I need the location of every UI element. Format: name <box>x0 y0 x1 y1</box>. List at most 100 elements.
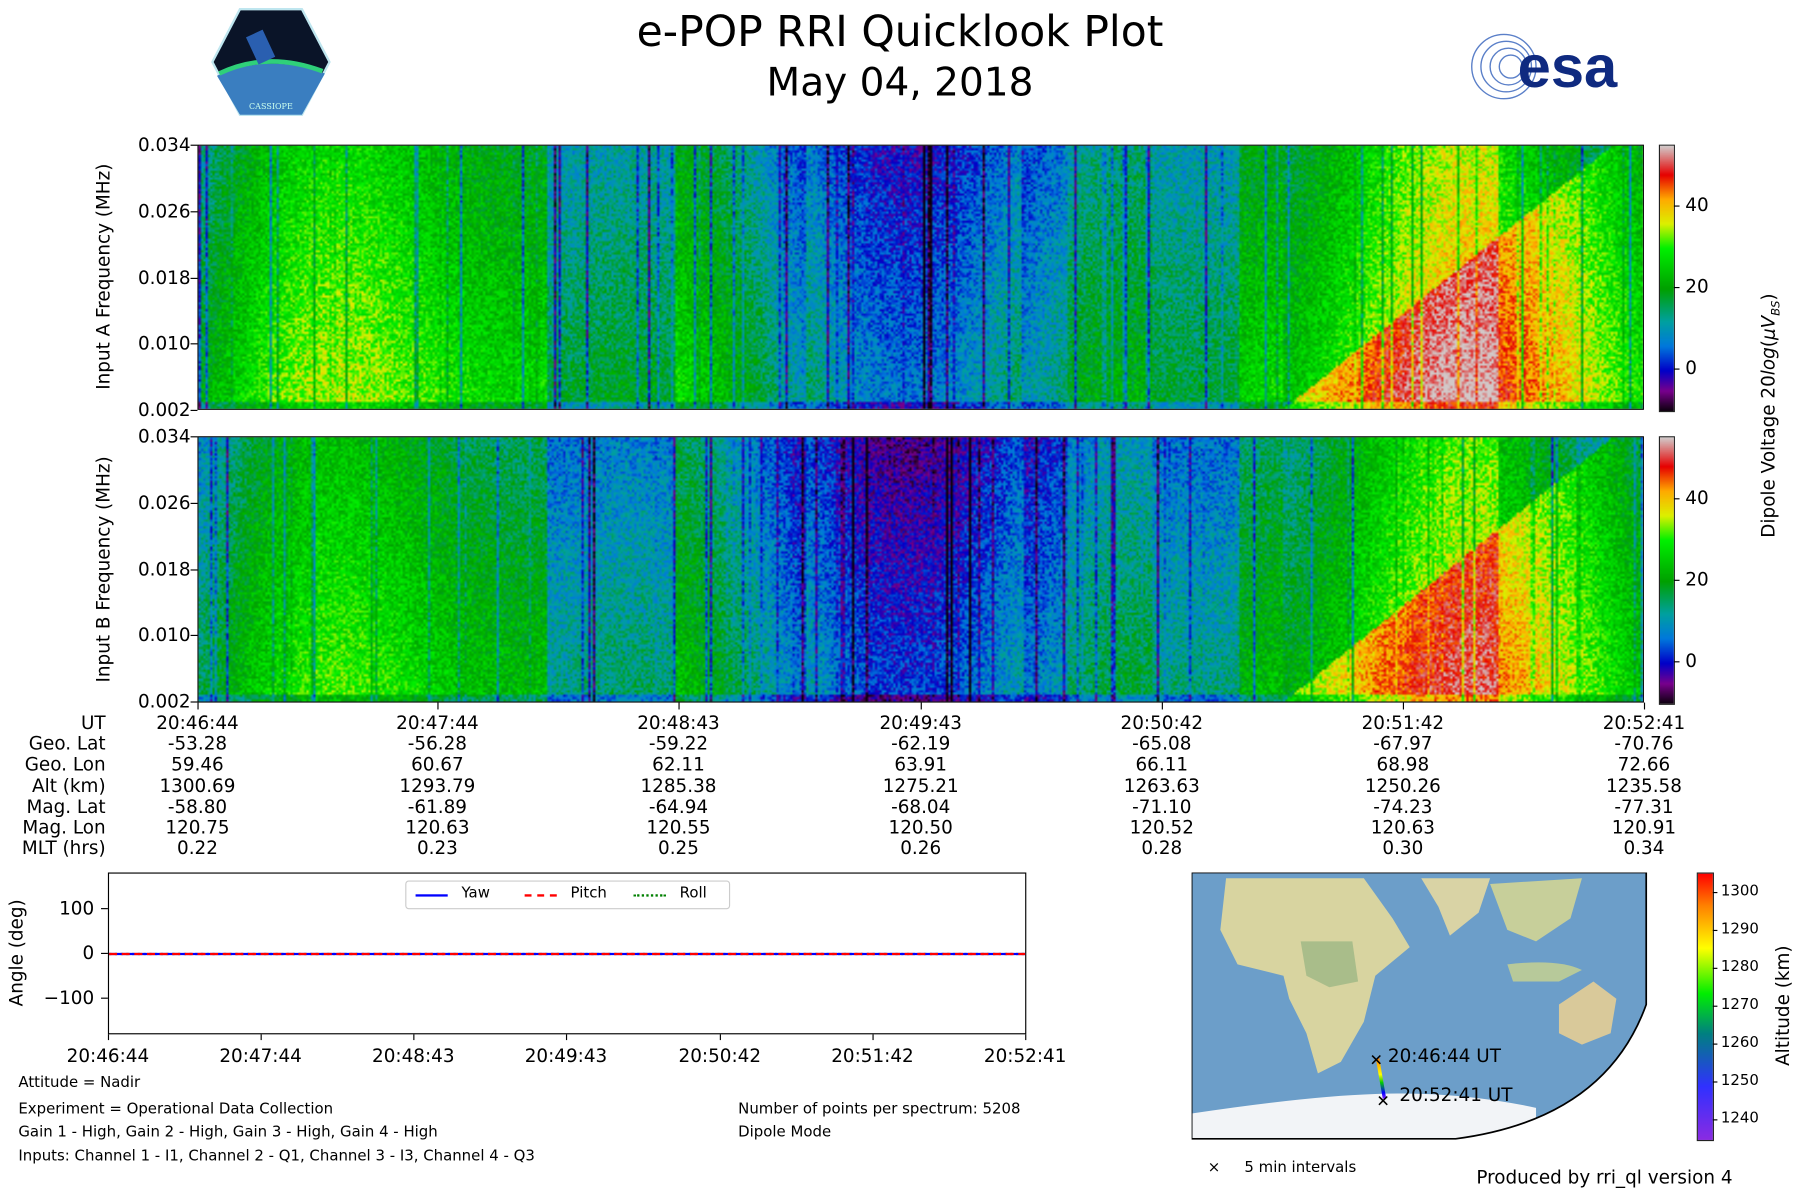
ephemeris-value: -56.28 <box>407 732 467 755</box>
ephemeris-value: 1275.21 <box>882 774 959 797</box>
attitude-xtick-label: 20:52:41 <box>983 1044 1067 1067</box>
ephemeris-label: Mag. Lat <box>26 795 106 818</box>
ephemeris-value: 0.34 <box>1623 837 1665 859</box>
ephemeris-value: 120.91 <box>1611 816 1677 839</box>
attitude-xtick <box>1025 1034 1027 1041</box>
altitude-colorbar <box>1696 872 1714 1142</box>
ytick-label: 0.010 <box>137 624 191 647</box>
xtick-mark <box>1402 702 1405 710</box>
ephemeris-value: -71.10 <box>1132 795 1192 818</box>
ytick-label: 0.002 <box>137 398 191 421</box>
ephemeris-value: 120.52 <box>1129 816 1194 839</box>
ytick-mark <box>190 277 198 279</box>
attitude-xtick <box>107 1034 110 1041</box>
start-marker-icon: ✕ <box>1370 1050 1383 1069</box>
interval-legend: 5 min intervals <box>1244 1159 1357 1177</box>
ytick-mark <box>190 635 198 637</box>
attitude-ytick-label: −100 <box>43 986 95 1009</box>
attitude-plot: Yaw Pitch Roll <box>107 872 1027 1035</box>
cassiope-logo: CASSIOPE <box>210 7 332 117</box>
ephemeris-value: 60.67 <box>411 753 464 776</box>
ephemeris-value: 1250.26 <box>1364 774 1441 797</box>
xtick-mark <box>197 702 199 710</box>
ephemeris-value: -61.89 <box>407 795 467 818</box>
plot-title: e-POP RRI Quicklook Plot <box>636 6 1164 57</box>
altitude-tick <box>1712 967 1718 969</box>
ephemeris-label: Geo. Lon <box>24 753 106 776</box>
ytick-label: 0.026 <box>137 491 191 514</box>
ephemeris-value: -67.97 <box>1373 732 1433 755</box>
footer-credit: Produced by rri_ql version 4 <box>1476 1166 1733 1189</box>
ephemeris-value: 1263.63 <box>1123 774 1200 797</box>
ephemeris-label: Alt (km) <box>32 774 106 797</box>
ephemeris-value: 1285.38 <box>640 774 717 797</box>
ground-track-map: ✕ ✕ 20:46:44 UT 20:52:41 UT <box>1190 871 1648 1140</box>
input-b-ylabel: Input B Frequency (MHz) <box>92 456 115 683</box>
ytick-label: 0.034 <box>137 133 191 156</box>
legend-label-roll: Roll <box>679 885 707 903</box>
attitude-xtick-label: 20:49:43 <box>524 1044 608 1067</box>
ephemeris-value: 20:50:42 <box>1120 711 1204 734</box>
ytick-label: 0.002 <box>137 690 191 713</box>
experiment-note: Gain 1 - High, Gain 2 - High, Gain 3 - H… <box>18 1123 438 1142</box>
ephemeris-value: 0.22 <box>177 837 218 859</box>
attitude-xtick <box>413 1034 415 1041</box>
ephemeris-value: 1293.79 <box>399 774 476 797</box>
interval-marker-icon: × <box>1207 1159 1221 1177</box>
colorbar-tick <box>1673 579 1680 581</box>
plot-date: May 04, 2018 <box>766 59 1034 106</box>
altitude-tick <box>1712 1005 1718 1007</box>
ytick-mark <box>190 502 198 504</box>
colorbar-tick-label: 20 <box>1685 275 1709 298</box>
attitude-xtick <box>565 1034 568 1041</box>
colorbar-tick-label: 40 <box>1685 194 1709 217</box>
ephemeris-label: Mag. Lon <box>22 816 106 839</box>
legend-label-yaw: Yaw <box>461 885 490 903</box>
esa-logo: esa <box>1469 32 1687 101</box>
colorbar-a <box>1658 144 1675 413</box>
ytick-label: 0.034 <box>137 425 191 448</box>
colorbar-tick-label: 40 <box>1685 486 1709 509</box>
ephemeris-value: 72.66 <box>1617 753 1671 776</box>
altitude-tick <box>1712 1081 1718 1083</box>
attitude-xtick <box>260 1034 262 1041</box>
ephemeris-value: 120.75 <box>165 816 230 839</box>
ytick-label: 0.010 <box>137 332 191 355</box>
xtick-mark <box>437 702 439 710</box>
altitude-tick-label: 1300 <box>1720 882 1759 900</box>
colorbar-tick-label: 20 <box>1685 568 1709 590</box>
altitude-tick-label: 1250 <box>1720 1072 1759 1090</box>
end-marker-icon: ✕ <box>1376 1092 1389 1111</box>
ephemeris-value: 0.26 <box>900 837 942 859</box>
xtick-mark <box>920 702 922 710</box>
ephemeris-value: -77.31 <box>1614 795 1674 818</box>
altitude-tick <box>1712 929 1718 931</box>
ephemeris-value: -65.08 <box>1132 732 1192 755</box>
altitude-tick <box>1712 891 1718 893</box>
ephemeris-value: 20:46:44 <box>156 711 239 734</box>
altitude-tick-label: 1260 <box>1720 1034 1759 1052</box>
ytick-mark <box>190 343 198 345</box>
ephemeris-value: 59.46 <box>171 753 224 776</box>
ground-track-line <box>1375 1058 1387 1099</box>
ephemeris-value: 120.50 <box>888 816 953 839</box>
yaw-legend-swatch <box>415 894 448 897</box>
ephemeris-value: 0.25 <box>658 837 699 859</box>
roll-legend-swatch <box>633 894 666 897</box>
altitude-tick-label: 1270 <box>1720 996 1759 1014</box>
colorbar-tick <box>1673 287 1680 289</box>
ephemeris-value: 20:48:43 <box>637 711 720 734</box>
input-a-ylabel: Input A Frequency (MHz) <box>92 163 115 390</box>
colorbar-b <box>1658 436 1675 705</box>
colorbar-label: Dipole Voltage 20log(μVBS) <box>1757 293 1783 538</box>
ephemeris-label: MLT (hrs) <box>21 837 106 859</box>
ephemeris-value: -58.80 <box>167 795 228 818</box>
experiment-note: Inputs: Channel 1 - I1, Channel 2 - Q1, … <box>18 1148 535 1166</box>
mode-note: Number of points per spectrum: 5208 <box>738 1100 1021 1119</box>
ephemeris-value: 20:52:41 <box>1602 711 1686 734</box>
altitude-tick <box>1712 1119 1718 1121</box>
ephemeris-value: -70.76 <box>1614 732 1674 755</box>
attitude-xtick-label: 20:50:42 <box>678 1044 762 1067</box>
ephemeris-value: -68.04 <box>891 795 951 818</box>
attitude-legend: Yaw Pitch Roll <box>405 880 731 910</box>
